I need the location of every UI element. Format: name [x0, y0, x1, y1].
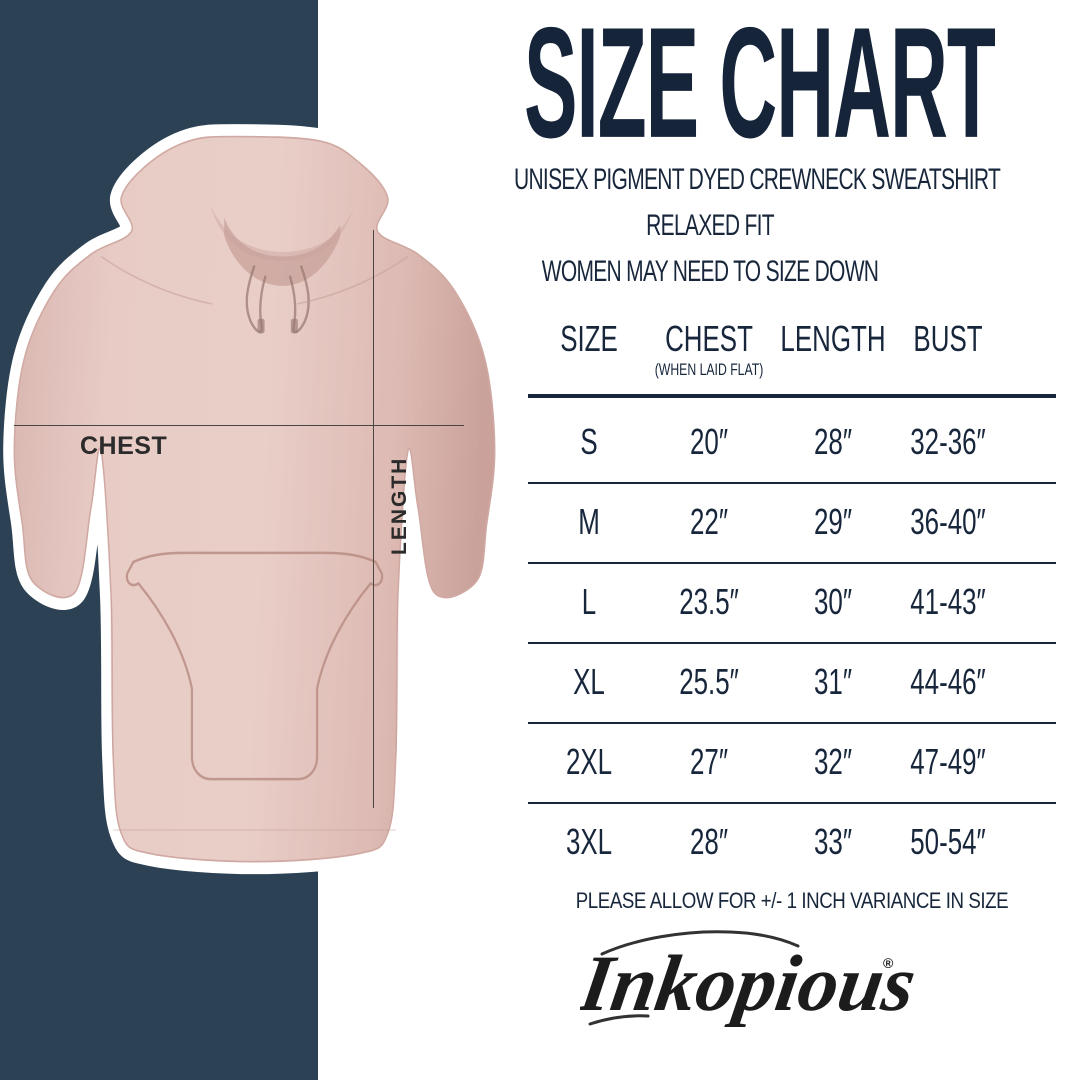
svg-text:®: ®: [883, 955, 894, 971]
